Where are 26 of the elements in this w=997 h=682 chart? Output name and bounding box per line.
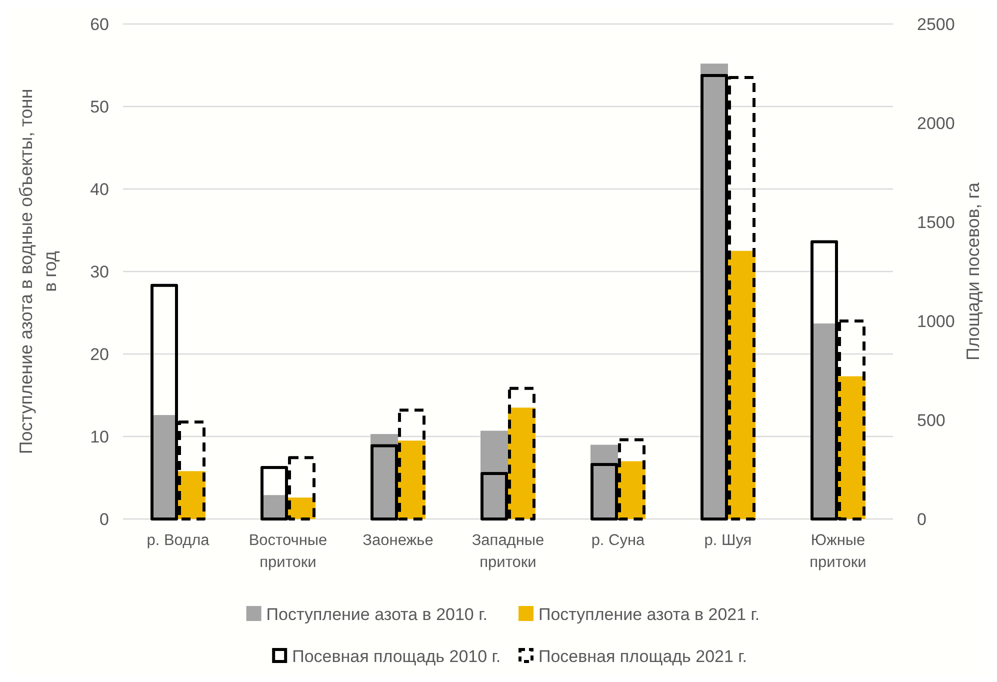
y2-tick-label: 500 <box>917 410 946 430</box>
y2-tick-label: 1000 <box>917 312 955 331</box>
x-tick-label: р. Водла <box>146 532 210 549</box>
y-tick-label: 20 <box>90 344 109 364</box>
y2-axis-title: Площади посевов, га <box>963 182 983 360</box>
x-tick-label: р. Шуя <box>704 532 752 549</box>
y2-tick-label: 1500 <box>917 212 955 232</box>
x-tick-label: Восточные притоки <box>248 532 328 571</box>
y-axis-title: Поступление азота в водные объекты, тонн в год <box>16 88 60 454</box>
legend-label: Посевная площадь 2021 г. <box>538 646 748 666</box>
y-tick-label: 0 <box>100 510 109 529</box>
x-tick-label: Западные притоки <box>472 532 544 571</box>
x-tick-label: р. Суна <box>591 532 646 549</box>
y-tick-label: 60 <box>90 14 109 34</box>
y2-tick-label: 0 <box>917 510 926 529</box>
legend-label: Поступление азота в 2021 г. <box>538 604 760 624</box>
y-tick-label: 10 <box>90 427 109 446</box>
y-tick-label: 50 <box>90 97 109 116</box>
y2-tick-label: 2500 <box>917 14 955 34</box>
legend-label: Посевная площадь 2010 г. <box>292 646 501 666</box>
legend-label: Поступление азота в 2010 г. <box>266 604 488 624</box>
y-tick-label: 30 <box>90 262 109 282</box>
y2-tick-label: 2000 <box>917 114 955 133</box>
y-tick-label: 40 <box>90 180 109 199</box>
x-tick-label: Заонежье <box>362 532 434 549</box>
x-tick-label: Южные притоки <box>810 532 866 571</box>
